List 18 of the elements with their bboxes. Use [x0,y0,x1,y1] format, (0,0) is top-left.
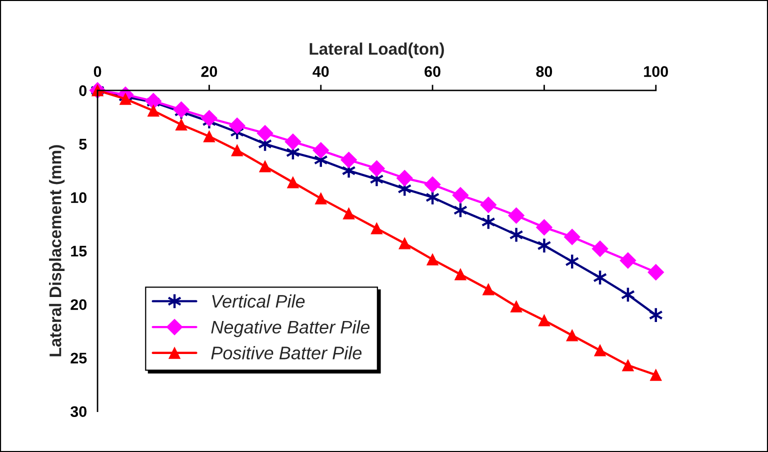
y-tick-label: 10 [71,192,86,204]
legend-label: Vertical Pile [212,294,305,308]
y-tick-label: 0 [79,85,86,96]
y-tick-label: 15 [71,246,87,257]
y-tick-label: 30 [70,406,86,418]
x-tick-label: 40 [312,66,329,77]
x-tick-label: 80 [536,66,552,77]
x-tick-label: 60 [424,66,440,77]
x-tick-label: 100 [644,66,668,77]
y-tick-label: 25 [70,352,87,364]
legend-label: Positive Batter Pile [211,346,362,360]
legend-label: Negative Batter Pile [211,320,370,338]
y-tick-label: 5 [79,138,87,150]
y-tick-label: 20 [70,299,86,310]
x-tick-label: 20 [201,66,218,77]
x-tick-label: 0 [94,66,102,77]
y-axis-title: Lateral Displacement (mm) [49,145,65,356]
x-axis-title: Lateral Load(ton) [310,42,444,58]
